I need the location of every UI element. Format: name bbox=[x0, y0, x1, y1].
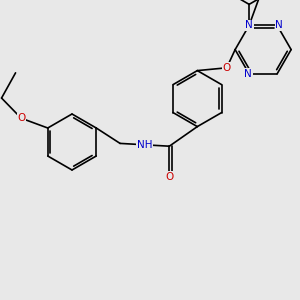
Text: O: O bbox=[223, 63, 231, 73]
Text: N: N bbox=[245, 20, 253, 30]
Text: N: N bbox=[244, 69, 252, 79]
Text: N: N bbox=[275, 20, 283, 30]
Text: O: O bbox=[165, 172, 173, 182]
Text: O: O bbox=[17, 113, 25, 123]
Text: NH: NH bbox=[137, 140, 152, 150]
